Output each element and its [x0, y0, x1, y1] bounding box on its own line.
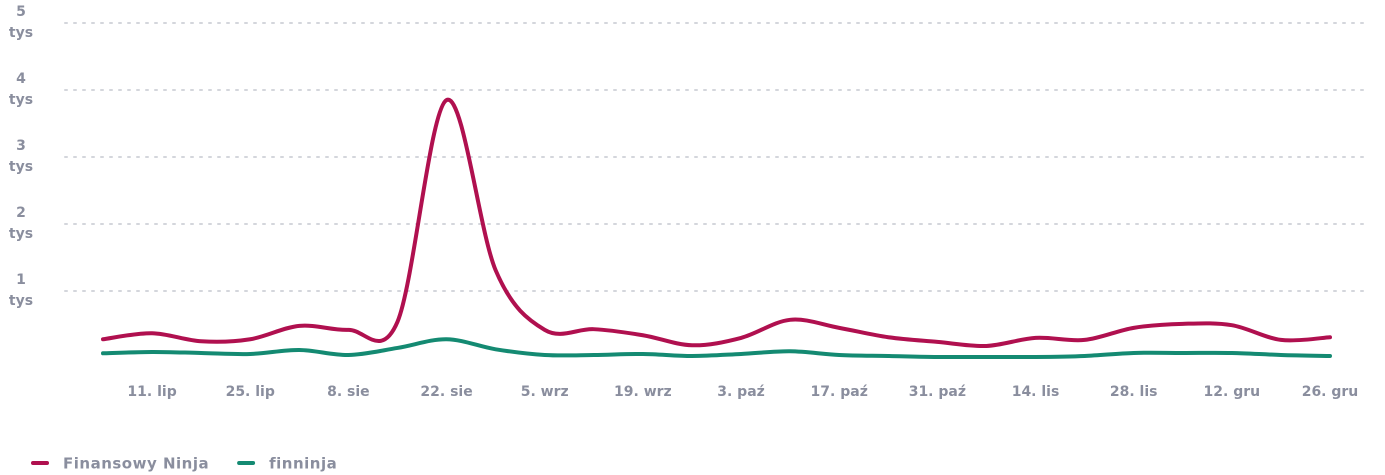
y-tick-label: 5 tys — [8, 4, 34, 41]
x-tick-label: 28. lis — [1110, 384, 1158, 400]
y-tick-label: 2 tys — [8, 205, 34, 242]
y-tick-label: 1 tys — [8, 272, 34, 309]
x-tick-label: 8. sie — [327, 384, 370, 400]
y-tick-label: 3 tys — [8, 138, 34, 175]
x-tick-label: 14. lis — [1012, 384, 1060, 400]
x-tick-label: 17. paź — [811, 384, 868, 400]
legend-label: Finansowy Ninja — [63, 455, 209, 473]
x-tick-label: 25. lip — [226, 384, 275, 400]
x-tick-label: 11. lip — [127, 384, 176, 400]
x-tick-label: 31. paź — [909, 384, 966, 400]
x-tick-label: 22. sie — [420, 384, 472, 400]
x-tick-label: 3. paź — [717, 384, 765, 400]
y-tick-label: 4 tys — [8, 71, 34, 108]
series-line — [101, 98, 1332, 349]
legend-label: finninja — [269, 455, 337, 473]
x-tick-label: 12. gru — [1204, 384, 1261, 400]
series-line — [101, 337, 1332, 360]
x-tick-label: 5. wrz — [521, 384, 569, 400]
x-tick-label: 19. wrz — [614, 384, 672, 400]
x-tick-label: 26. gru — [1302, 384, 1359, 400]
